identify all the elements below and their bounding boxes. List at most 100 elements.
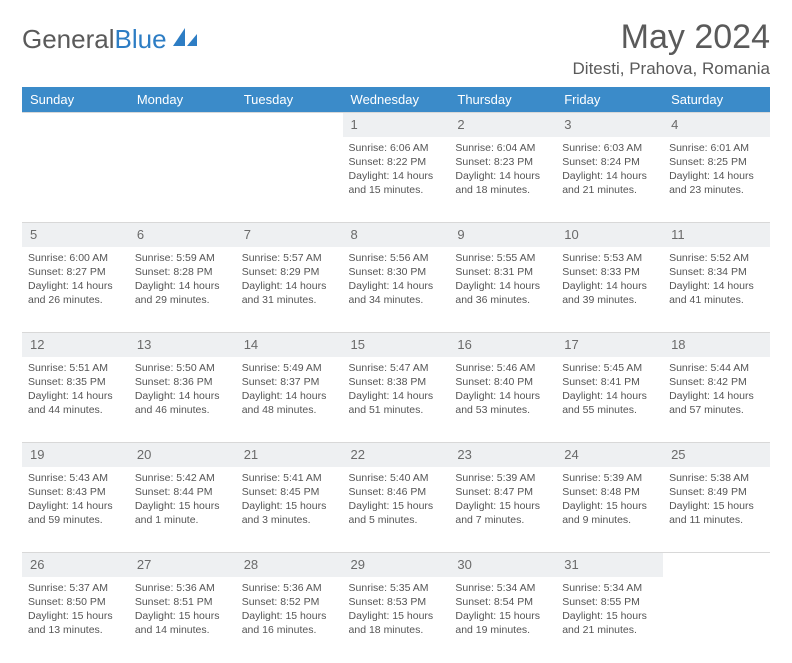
day-cell: Sunrise: 5:55 AMSunset: 8:31 PMDaylight:… [449,247,556,333]
day-cell: Sunrise: 5:47 AMSunset: 8:38 PMDaylight:… [343,357,450,443]
sunrise-text: Sunrise: 5:46 AM [455,361,550,375]
daylight-text: Daylight: 14 hours [669,169,764,183]
day-number: 19 [22,443,129,467]
day-number: 7 [236,223,343,247]
weekday-header: Monday [129,87,236,113]
sunset-text: Sunset: 8:25 PM [669,155,764,169]
weekday-header: Saturday [663,87,770,113]
sunrise-text: Sunrise: 5:42 AM [135,471,230,485]
day-number: 20 [129,443,236,467]
daynum-row: 12131415161718 [22,333,770,357]
daylight-text-2: and 5 minutes. [349,513,444,527]
sunset-text: Sunset: 8:45 PM [242,485,337,499]
daylight-text: Daylight: 14 hours [562,389,657,403]
daylight-text-2: and 7 minutes. [455,513,550,527]
weekday-header: Tuesday [236,87,343,113]
sunset-text: Sunset: 8:55 PM [562,595,657,609]
daylight-text-2: and 46 minutes. [135,403,230,417]
daylight-text-2: and 19 minutes. [455,623,550,637]
daynum-row: 1234 [22,113,770,137]
sunrise-text: Sunrise: 5:41 AM [242,471,337,485]
day-cell: Sunrise: 5:40 AMSunset: 8:46 PMDaylight:… [343,467,450,553]
daylight-text: Daylight: 15 hours [242,609,337,623]
sunrise-text: Sunrise: 5:36 AM [242,581,337,595]
logo-sail-icon [171,24,199,55]
weekday-header: Sunday [22,87,129,113]
daylight-text-2: and 39 minutes. [562,293,657,307]
day-cell: Sunrise: 5:51 AMSunset: 8:35 PMDaylight:… [22,357,129,443]
weekday-header: Friday [556,87,663,113]
weekday-header-row: Sunday Monday Tuesday Wednesday Thursday… [22,87,770,113]
sunrise-text: Sunrise: 5:36 AM [135,581,230,595]
day-number: 9 [449,223,556,247]
day-cell: Sunrise: 5:34 AMSunset: 8:55 PMDaylight:… [556,577,663,663]
sunset-text: Sunset: 8:33 PM [562,265,657,279]
sunrise-text: Sunrise: 5:39 AM [562,471,657,485]
daylight-text-2: and 11 minutes. [669,513,764,527]
sunset-text: Sunset: 8:52 PM [242,595,337,609]
location: Ditesti, Prahova, Romania [573,59,770,79]
day-number: 18 [663,333,770,357]
day-number: 31 [556,553,663,577]
daylight-text-2: and 1 minute. [135,513,230,527]
daylight-text-2: and 57 minutes. [669,403,764,417]
sunset-text: Sunset: 8:36 PM [135,375,230,389]
daylight-text-2: and 14 minutes. [135,623,230,637]
day-cell [129,137,236,223]
day-cell: Sunrise: 5:45 AMSunset: 8:41 PMDaylight:… [556,357,663,443]
daylight-text-2: and 44 minutes. [28,403,123,417]
day-number: 8 [343,223,450,247]
month-title: May 2024 [573,18,770,57]
day-number: 26 [22,553,129,577]
day-cell: Sunrise: 5:46 AMSunset: 8:40 PMDaylight:… [449,357,556,443]
daylight-text: Daylight: 14 hours [242,279,337,293]
daylight-text: Daylight: 15 hours [562,499,657,513]
detail-row: Sunrise: 6:00 AMSunset: 8:27 PMDaylight:… [22,247,770,333]
daylight-text-2: and 48 minutes. [242,403,337,417]
day-cell: Sunrise: 5:49 AMSunset: 8:37 PMDaylight:… [236,357,343,443]
day-cell: Sunrise: 5:38 AMSunset: 8:49 PMDaylight:… [663,467,770,553]
day-number: 29 [343,553,450,577]
daylight-text: Daylight: 14 hours [349,169,444,183]
daylight-text: Daylight: 14 hours [349,389,444,403]
sunset-text: Sunset: 8:35 PM [28,375,123,389]
sunrise-text: Sunrise: 5:43 AM [28,471,123,485]
sunset-text: Sunset: 8:40 PM [455,375,550,389]
day-number: 21 [236,443,343,467]
day-number: 5 [22,223,129,247]
sunset-text: Sunset: 8:43 PM [28,485,123,499]
sunset-text: Sunset: 8:54 PM [455,595,550,609]
daynum-row: 262728293031 [22,553,770,577]
day-number: 17 [556,333,663,357]
daylight-text-2: and 13 minutes. [28,623,123,637]
sunrise-text: Sunrise: 5:52 AM [669,251,764,265]
day-cell: Sunrise: 5:34 AMSunset: 8:54 PMDaylight:… [449,577,556,663]
daylight-text-2: and 31 minutes. [242,293,337,307]
sunset-text: Sunset: 8:50 PM [28,595,123,609]
sunrise-text: Sunrise: 5:50 AM [135,361,230,375]
daylight-text-2: and 18 minutes. [455,183,550,197]
sunrise-text: Sunrise: 5:44 AM [669,361,764,375]
daylight-text: Daylight: 15 hours [455,499,550,513]
day-cell: Sunrise: 5:44 AMSunset: 8:42 PMDaylight:… [663,357,770,443]
daylight-text: Daylight: 15 hours [349,499,444,513]
sunrise-text: Sunrise: 6:01 AM [669,141,764,155]
sunrise-text: Sunrise: 5:55 AM [455,251,550,265]
day-cell: Sunrise: 5:36 AMSunset: 8:51 PMDaylight:… [129,577,236,663]
day-cell: Sunrise: 5:56 AMSunset: 8:30 PMDaylight:… [343,247,450,333]
daylight-text: Daylight: 14 hours [135,279,230,293]
day-number: 4 [663,113,770,137]
daylight-text-2: and 29 minutes. [135,293,230,307]
sunset-text: Sunset: 8:28 PM [135,265,230,279]
day-cell [22,137,129,223]
day-number [129,113,236,137]
daylight-text-2: and 34 minutes. [349,293,444,307]
detail-row: Sunrise: 5:43 AMSunset: 8:43 PM Daylight:… [22,467,770,553]
day-cell: Sunrise: 5:53 AMSunset: 8:33 PMDaylight:… [556,247,663,333]
daylight-text-2: and 16 minutes. [242,623,337,637]
daylight-text-2: and 41 minutes. [669,293,764,307]
daylight-text: Daylight: 15 hours [562,609,657,623]
daynum-row: 19202122232425 [22,443,770,467]
daylight-text-2: and 9 minutes. [562,513,657,527]
day-number: 13 [129,333,236,357]
